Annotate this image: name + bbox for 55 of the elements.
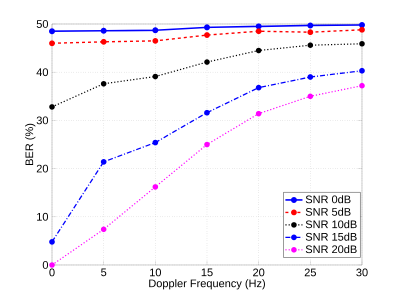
- y-tick-label: 30: [36, 116, 48, 124]
- y-tick-label: 10: [37, 212, 48, 221]
- point: [204, 32, 210, 38]
- y-tick-label: 50: [36, 20, 48, 28]
- x-axis-title: Doppler Frequency (Hz): [149, 279, 265, 290]
- point: [100, 38, 107, 45]
- point: [100, 80, 106, 87]
- point: [308, 93, 314, 100]
- y-tick-label: 40: [36, 68, 48, 76]
- x-tick-label: 15: [202, 268, 213, 276]
- point: [100, 28, 107, 34]
- point: [152, 140, 158, 146]
- point: [152, 38, 158, 44]
- point: [100, 158, 107, 165]
- point: [256, 28, 262, 34]
- legend-label: SNR 0dB: [306, 195, 351, 204]
- legend-label: SNR 5dB: [306, 208, 351, 216]
- x-tick-label: 20: [253, 268, 264, 276]
- point: [204, 59, 210, 65]
- point: [359, 40, 365, 47]
- point: [359, 26, 365, 33]
- point: [204, 110, 210, 116]
- point: [49, 239, 55, 245]
- point: [359, 82, 365, 88]
- point: [49, 262, 55, 268]
- point: [49, 40, 55, 46]
- point: [256, 48, 262, 54]
- y-tick-label: 20: [36, 164, 48, 172]
- point: [307, 74, 314, 80]
- x-tick-label: 30: [356, 268, 368, 276]
- point: [152, 27, 158, 34]
- x-tick-label: 25: [304, 268, 316, 276]
- legend-label: SNR 15dB: [306, 232, 357, 241]
- point: [358, 22, 365, 28]
- point: [204, 24, 210, 30]
- point: [307, 29, 314, 36]
- point: [256, 84, 262, 90]
- point: [100, 226, 106, 232]
- point: [256, 110, 262, 116]
- point: [256, 23, 262, 30]
- legend-label: SNR 10dB: [306, 220, 357, 228]
- point: [359, 68, 365, 74]
- point: [204, 142, 210, 148]
- legend-label: SNR 20dB: [306, 245, 357, 254]
- point: [308, 42, 314, 48]
- point: [152, 74, 158, 80]
- x-tick-label: 0: [49, 268, 55, 276]
- y-axis-title: BER (%): [25, 124, 36, 165]
- y-tick-label: 0: [42, 261, 48, 269]
- point: [49, 28, 56, 34]
- x-tick-label: 5: [101, 268, 106, 276]
- x-tick-label: 10: [150, 268, 162, 276]
- point: [307, 22, 314, 28]
- point: [49, 104, 55, 110]
- point: [152, 184, 158, 190]
